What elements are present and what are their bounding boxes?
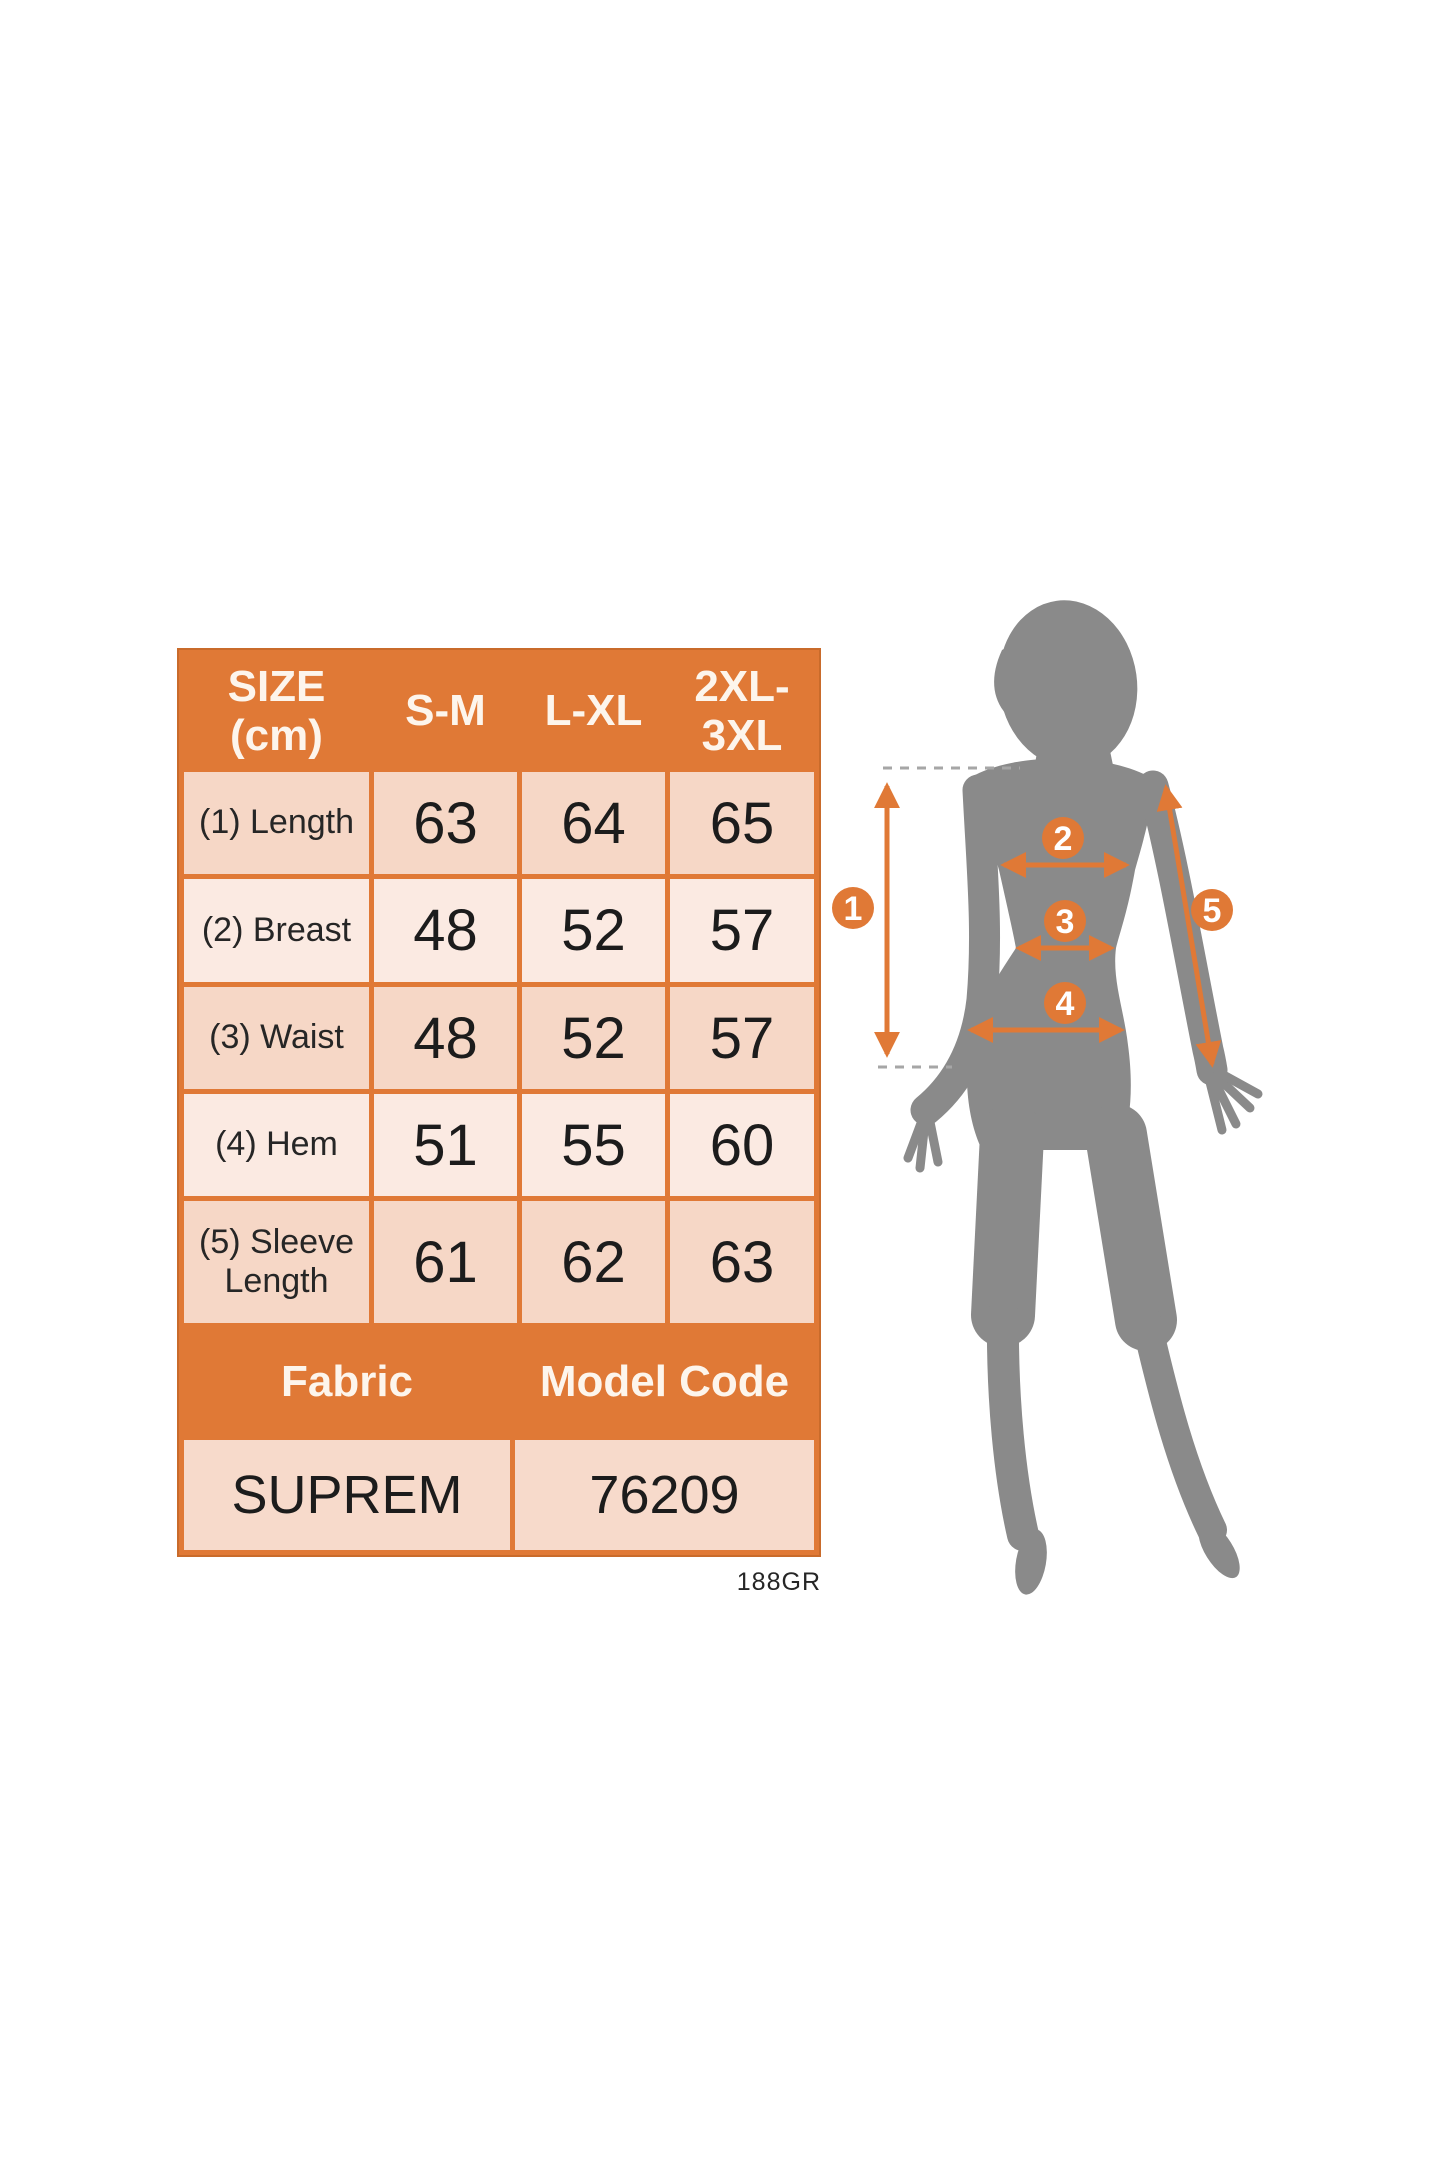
hem-l-xl: 55 (522, 1094, 665, 1196)
measure-badge-3: 3 (1044, 900, 1086, 942)
badge-1-number: 1 (844, 890, 863, 928)
left-hand-fingers (903, 1105, 943, 1173)
waist-2xl-3xl: 57 (670, 987, 814, 1089)
breast-s-m: 48 (374, 879, 517, 982)
badge-3-number: 3 (1056, 903, 1075, 941)
fabric-header: Fabric (184, 1328, 510, 1435)
fabric-model-grid: Fabric Model Code SUPREM 76209 (184, 1328, 814, 1550)
length-2xl-3xl: 65 (670, 772, 814, 874)
waist-l-xl: 52 (522, 987, 665, 1089)
row-label-waist: (3) Waist (184, 987, 369, 1089)
badge-5-number: 5 (1203, 892, 1222, 930)
measure-badges: 1 2 3 4 5 (832, 817, 1233, 1024)
guide-dashes (878, 766, 1020, 1069)
right-thigh (1085, 1104, 1177, 1351)
sleeve-l-xl: 62 (522, 1201, 665, 1323)
col-header-l-xl: L-XL (522, 655, 665, 767)
weight-note: 188GR (736, 1568, 821, 1596)
size-table-grid: SIZE (cm) S-M L-XL 2XL- 3XL (1) Length 6… (184, 655, 814, 1323)
row-label-hem: (4) Hem (184, 1094, 369, 1196)
woman-silhouette (903, 600, 1263, 1595)
silhouette-head (998, 600, 1138, 768)
size-unit-header: SIZE (cm) (184, 655, 369, 767)
left-calf (986, 1299, 1039, 1551)
hem-s-m: 51 (374, 1094, 517, 1196)
length-l-xl: 64 (522, 772, 665, 874)
measurement-figure: 1 2 3 4 5 (820, 590, 1340, 1610)
size-table: SIZE (cm) S-M L-XL 2XL- 3XL (1) Length 6… (177, 648, 821, 1557)
measure-badge-5: 5 (1191, 889, 1233, 931)
model-code-value: 76209 (515, 1440, 814, 1550)
hem-2xl-3xl: 60 (670, 1094, 814, 1196)
right-hand-fingers (1205, 1067, 1263, 1135)
badge-2-number: 2 (1054, 820, 1073, 858)
waist-s-m: 48 (374, 987, 517, 1089)
left-thigh (971, 1103, 1044, 1347)
measurement-arrows (874, 782, 1222, 1068)
silhouette-legs (971, 1103, 1227, 1551)
row-label-breast: (2) Breast (184, 879, 369, 982)
left-foot (1015, 1529, 1047, 1595)
measure-badge-2: 2 (1042, 817, 1084, 859)
right-foot (1198, 1521, 1240, 1579)
fabric-value: SUPREM (184, 1440, 510, 1550)
col-header-2xl-3xl: 2XL- 3XL (670, 655, 814, 767)
model-code-header: Model Code (515, 1328, 814, 1435)
row-label-sleeve-length: (5) Sleeve Length (184, 1201, 369, 1323)
length-s-m: 63 (374, 772, 517, 874)
sleeve-arrow (1156, 784, 1222, 1068)
row-label-length: (1) Length (184, 772, 369, 874)
measure-badge-4: 4 (1044, 982, 1086, 1024)
sleeve-s-m: 61 (374, 1201, 517, 1323)
right-calf (1131, 1305, 1227, 1545)
sleeve-2xl-3xl: 63 (670, 1201, 814, 1323)
left-arm (910, 774, 1001, 1126)
measure-badge-1: 1 (832, 887, 874, 929)
badge-4-number: 4 (1056, 985, 1075, 1023)
breast-2xl-3xl: 57 (670, 879, 814, 982)
figure-svg: 1 2 3 4 5 (832, 600, 1263, 1595)
breast-l-xl: 52 (522, 879, 665, 982)
col-header-s-m: S-M (374, 655, 517, 767)
silhouette-hair-wisp (994, 642, 1016, 714)
